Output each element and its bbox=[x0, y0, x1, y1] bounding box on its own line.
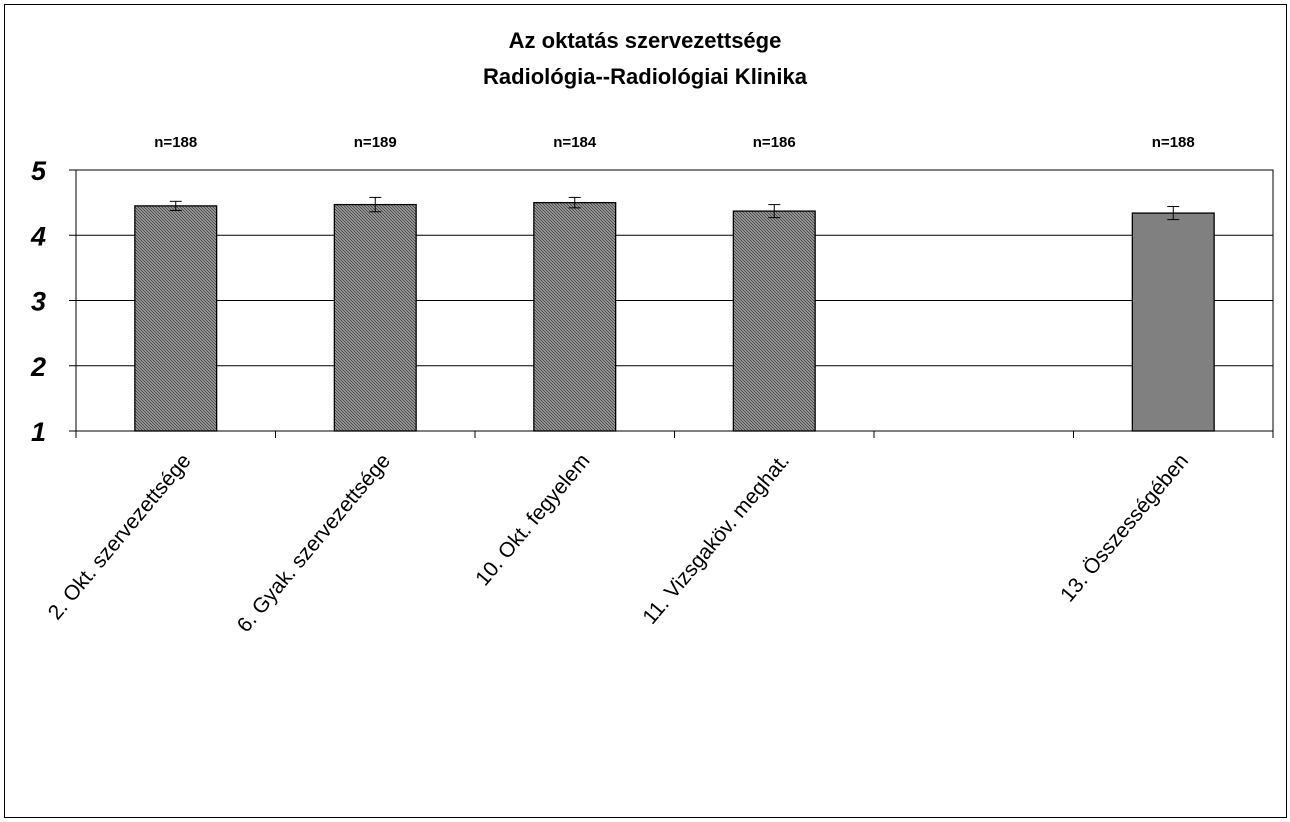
x-tick-label: 11. Vizsgaköv. meghat. bbox=[638, 449, 794, 628]
bars bbox=[134, 196, 1215, 432]
chart-frame bbox=[4, 4, 1287, 818]
bar bbox=[134, 205, 218, 432]
n-label: n=189 bbox=[354, 134, 397, 151]
bar bbox=[333, 203, 417, 432]
n-label: n=184 bbox=[553, 134, 597, 151]
n-label: n=188 bbox=[1152, 134, 1195, 151]
y-tick-label: 1 bbox=[31, 417, 46, 447]
x-tick-label: 10. Okt. fegyelem bbox=[471, 449, 594, 590]
x-tick-label: 6. Gyak. szervezettsége bbox=[233, 449, 395, 636]
x-tick-label: 13. Összességében bbox=[1056, 449, 1193, 606]
y-tick-label: 5 bbox=[31, 156, 47, 186]
bar bbox=[533, 201, 617, 432]
bar bbox=[1131, 212, 1215, 432]
chart-subtitle: Radiológia--Radiológiai Klinika bbox=[483, 64, 808, 89]
n-label: n=188 bbox=[154, 134, 197, 151]
axes bbox=[69, 169, 1274, 438]
x-tick-label: 2. Okt. szervezettsége bbox=[44, 449, 196, 624]
bar bbox=[732, 210, 816, 432]
chart-title: Az oktatás szervezettsége bbox=[509, 28, 782, 53]
y-tick-label: 2 bbox=[30, 352, 46, 382]
gridlines bbox=[76, 234, 1273, 367]
y-tick-label: 3 bbox=[31, 287, 46, 317]
n-label: n=186 bbox=[753, 134, 796, 151]
y-tick-label: 4 bbox=[30, 221, 46, 251]
